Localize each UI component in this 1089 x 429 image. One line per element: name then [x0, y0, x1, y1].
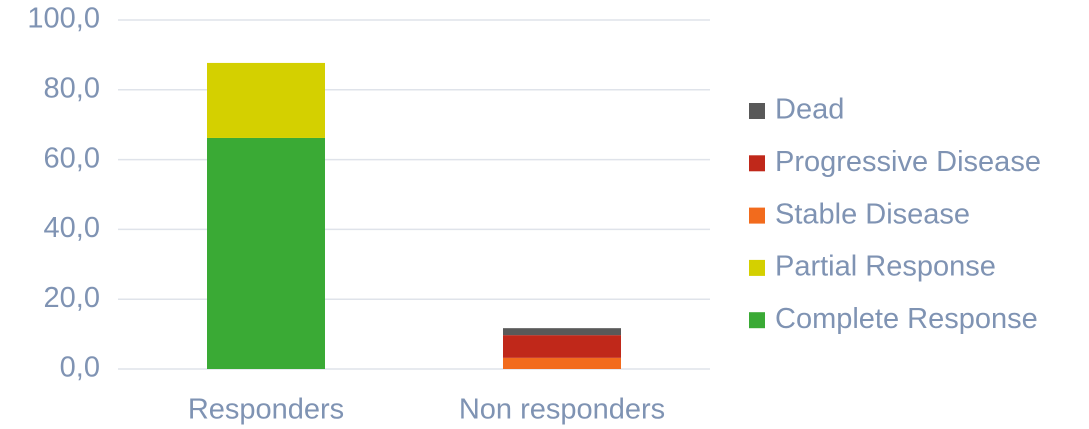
x-tick-label: Responders	[188, 394, 344, 426]
x-tick-label: Non responders	[459, 394, 665, 426]
bar-segment	[503, 357, 621, 369]
bar-segment	[503, 335, 621, 358]
bar-segment	[207, 137, 325, 369]
legend-swatch	[749, 155, 765, 172]
legend-label: Partial Response	[775, 251, 996, 283]
legend-swatch	[749, 103, 765, 119]
y-tick-label: 0,0	[60, 352, 100, 384]
legend-label: Progressive Disease	[775, 146, 1041, 178]
legend-label: Stable Disease	[775, 198, 970, 230]
y-tick-label: 20,0	[44, 282, 100, 314]
y-tick-label: 60,0	[44, 142, 100, 174]
legend-swatch	[749, 259, 765, 276]
bar-segment	[207, 62, 325, 138]
legend-label: Dead	[775, 94, 844, 126]
legend-swatch	[749, 207, 765, 224]
legend-swatch	[749, 312, 765, 329]
y-tick-label: 40,0	[44, 212, 100, 244]
bar-segment	[503, 328, 621, 336]
y-tick-label: 80,0	[44, 72, 100, 104]
y-tick-label: 100,0	[27, 3, 100, 35]
legend-label: Complete Response	[775, 303, 1038, 335]
